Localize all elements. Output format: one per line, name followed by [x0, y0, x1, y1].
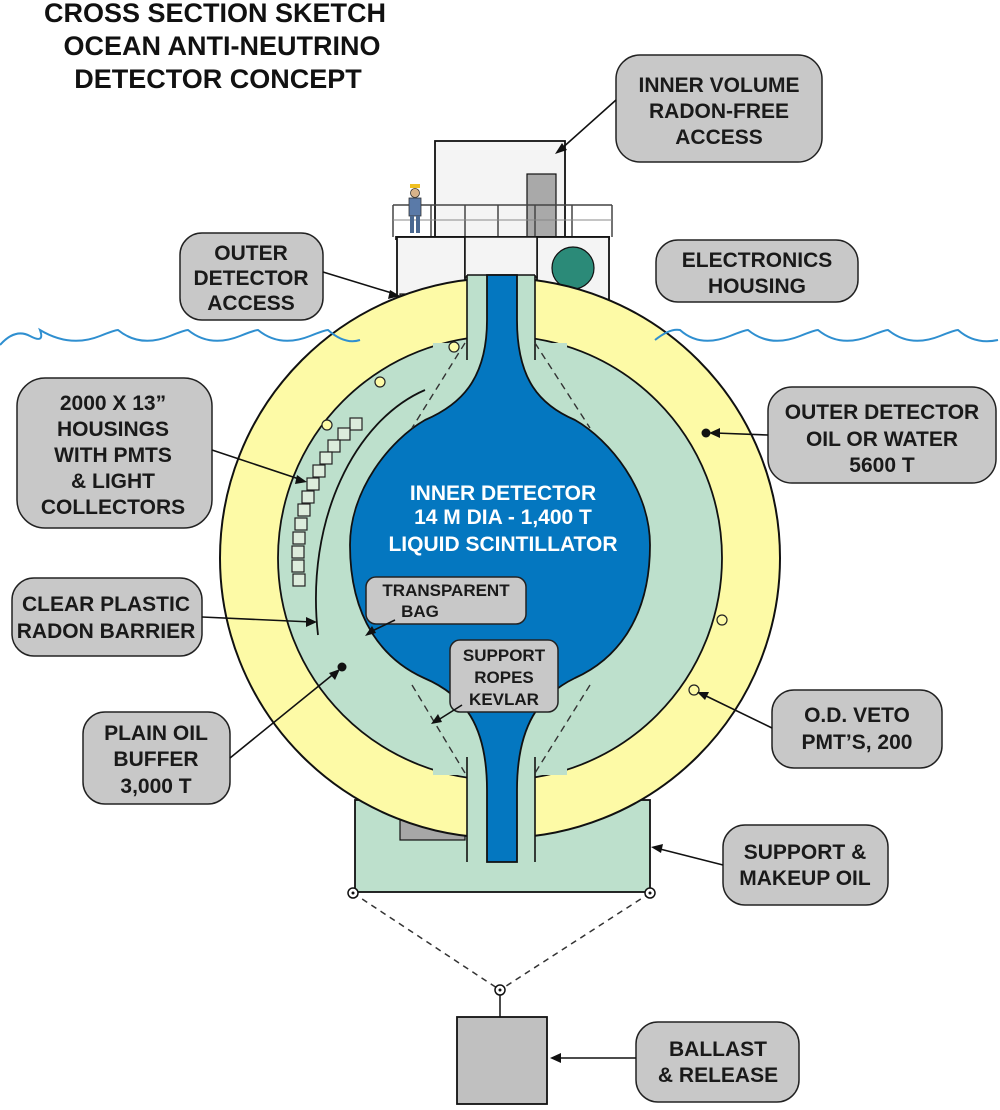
- svg-text:CLEAR PLASTIC: CLEAR PLASTIC: [22, 593, 190, 616]
- svg-text:& RELEASE: & RELEASE: [658, 1064, 778, 1087]
- title-line-1: CROSS SECTION SKETCH: [44, 0, 386, 28]
- mooring-cables: [347, 887, 656, 1017]
- svg-text:ROPES: ROPES: [474, 668, 534, 687]
- svg-text:OUTER DETECTOR: OUTER DETECTOR: [785, 401, 979, 424]
- svg-text:WITH PMTS: WITH PMTS: [54, 444, 172, 467]
- svg-text:SUPPORT: SUPPORT: [463, 646, 546, 665]
- sea-waves: [0, 327, 999, 346]
- diagram-title: CROSS SECTION SKETCH OCEAN ANTI-NEUTRINO…: [44, 0, 386, 94]
- svg-text:O.D. VETO: O.D. VETO: [804, 704, 910, 727]
- electronics-callout: ELECTRONICS HOUSING: [655, 239, 859, 303]
- radon-barrier-arc: [315, 389, 426, 636]
- svg-text:LIQUID SCINTILLATOR: LIQUID SCINTILLATOR: [388, 533, 617, 556]
- deck-railing: [392, 204, 613, 237]
- svg-text:HOUSING: HOUSING: [708, 275, 806, 298]
- ballast-callout: BALLAST & RELEASE: [550, 1021, 800, 1103]
- worker-figure: [408, 184, 422, 233]
- svg-text:PMT’S, 200: PMT’S, 200: [802, 731, 913, 754]
- svg-text:TRANSPARENT: TRANSPARENT: [382, 581, 510, 600]
- svg-text:SUPPORT &: SUPPORT &: [744, 841, 867, 864]
- pmt-housings: [291, 417, 363, 587]
- barrier-callout: CLEAR PLASTIC RADON BARRIER: [11, 577, 317, 657]
- title-line-3: DETECTOR CONCEPT: [74, 64, 362, 94]
- svg-text:KEVLAR: KEVLAR: [469, 690, 539, 709]
- svg-text:INNER VOLUME: INNER VOLUME: [638, 74, 799, 97]
- plain-oil-callout: PLAIN OIL BUFFER 3,000 T: [82, 669, 340, 805]
- svg-text:DETECTOR: DETECTOR: [193, 267, 308, 290]
- veto-pmts: [321, 341, 728, 696]
- inner-volume-callout: INNER VOLUME RADON-FREE ACCESS: [555, 54, 823, 163]
- kevlar-ropes: [411, 342, 591, 774]
- support-oil-callout: SUPPORT & MAKEUP OIL: [651, 824, 889, 906]
- neck-collar: [464, 236, 538, 278]
- svg-text:3,000 T: 3,000 T: [120, 775, 191, 798]
- outer-oil-marker: [701, 428, 711, 438]
- support-ropes-callout: SUPPORT ROPES KEVLAR: [431, 639, 559, 724]
- svg-text:BALLAST: BALLAST: [669, 1038, 767, 1061]
- title-line-2: OCEAN ANTI-NEUTRINO: [64, 31, 381, 61]
- svg-text:RADON BARRIER: RADON BARRIER: [17, 620, 196, 643]
- svg-text:& LIGHT: & LIGHT: [71, 470, 155, 493]
- svg-text:COLLECTORS: COLLECTORS: [41, 496, 185, 519]
- svg-text:RADON-FREE: RADON-FREE: [649, 100, 789, 123]
- svg-text:OIL OR WATER: OIL OR WATER: [806, 428, 958, 451]
- ballast-block: [456, 1016, 548, 1105]
- svg-text:INNER DETECTOR: INNER DETECTOR: [410, 482, 596, 505]
- svg-text:ACCESS: ACCESS: [675, 126, 763, 149]
- svg-text:14 M DIA - 1,400 T: 14 M DIA - 1,400 T: [414, 506, 592, 529]
- transparent-bag-callout: TRANSPARENT BAG: [365, 576, 527, 636]
- svg-text:PLAIN OIL: PLAIN OIL: [104, 722, 208, 745]
- svg-text:BUFFER: BUFFER: [113, 748, 198, 771]
- svg-text:ELECTRONICS: ELECTRONICS: [682, 249, 833, 272]
- svg-text:5600 T: 5600 T: [849, 454, 915, 477]
- outer-oil-callout: OUTER DETECTOR OIL OR WATER 5600 T: [709, 386, 997, 484]
- outer-access-callout: OUTER DETECTOR ACCESS: [179, 232, 400, 321]
- veto-callout: O.D. VETO PMT’S, 200: [697, 689, 943, 769]
- inner-detector-label: INNER DETECTOR 14 M DIA - 1,400 T LIQUID…: [388, 482, 617, 556]
- svg-text:OUTER: OUTER: [214, 242, 288, 265]
- svg-text:ACCESS: ACCESS: [207, 292, 295, 315]
- svg-text:MAKEUP OIL: MAKEUP OIL: [739, 867, 871, 890]
- electronics-port-icon: [551, 246, 595, 290]
- housings-callout: 2000 X 13” HOUSINGS WITH PMTS & LIGHT CO…: [16, 377, 307, 529]
- inner-detector-vessel: [349, 274, 651, 863]
- svg-text:BAG: BAG: [401, 602, 439, 621]
- svg-text:2000 X 13”: 2000 X 13”: [60, 392, 166, 415]
- svg-text:HOUSINGS: HOUSINGS: [57, 418, 169, 441]
